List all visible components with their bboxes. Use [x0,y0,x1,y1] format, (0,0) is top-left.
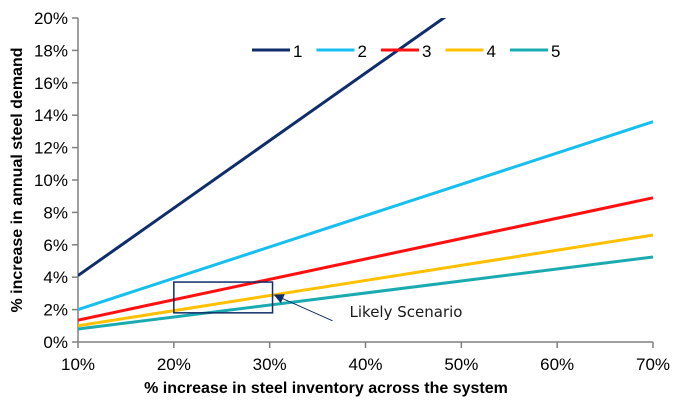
legend-label-2: 2 [358,42,367,61]
annotations: Likely Scenario [173,281,463,322]
y-tick-label: 2% [43,301,68,320]
series-line-1 [78,18,447,277]
legend-label-4: 4 [487,42,496,61]
series-line-2 [78,120,654,312]
x-axis-title: % increase in steel inventory across the… [144,380,508,397]
y-tick-label: 0% [43,333,68,352]
y-axis-title: % increase in annual steel demand [9,48,26,313]
x-tick-label: 10% [61,355,95,374]
y-tick-label: 20% [34,9,68,28]
y-tick-label: 18% [34,41,68,60]
x-tick-label: 40% [348,355,382,374]
x-tick-label: 60% [540,355,574,374]
x-tick-label: 70% [636,355,670,374]
likely-scenario-box [173,281,274,314]
y-tick-label: 16% [34,74,68,93]
legend-label-1: 1 [293,42,302,61]
y-tick-label: 8% [43,203,68,222]
x-tick-label: 50% [444,355,478,374]
y-tick-label: 14% [34,106,68,125]
annotation-label: Likely Scenario [350,303,463,321]
legend: 1 2 3 4 5 [252,42,560,61]
axes: 0% 2% 4% 6% 8% 10% 12% 14% 16% 18% 20% 10% 20% 30% 40%… [34,9,670,374]
series-line-5 [78,255,654,331]
y-tick-label: 6% [43,236,68,255]
y-tick-label: 12% [34,139,68,158]
x-tick-label: 20% [157,355,191,374]
x-tick-label: 30% [253,355,287,374]
y-tick-label: 4% [43,268,68,287]
legend-label-3: 3 [422,42,431,61]
legend-label-5: 5 [551,42,560,61]
annotation-arrow [273,294,333,322]
y-tick-label: 10% [34,171,68,190]
